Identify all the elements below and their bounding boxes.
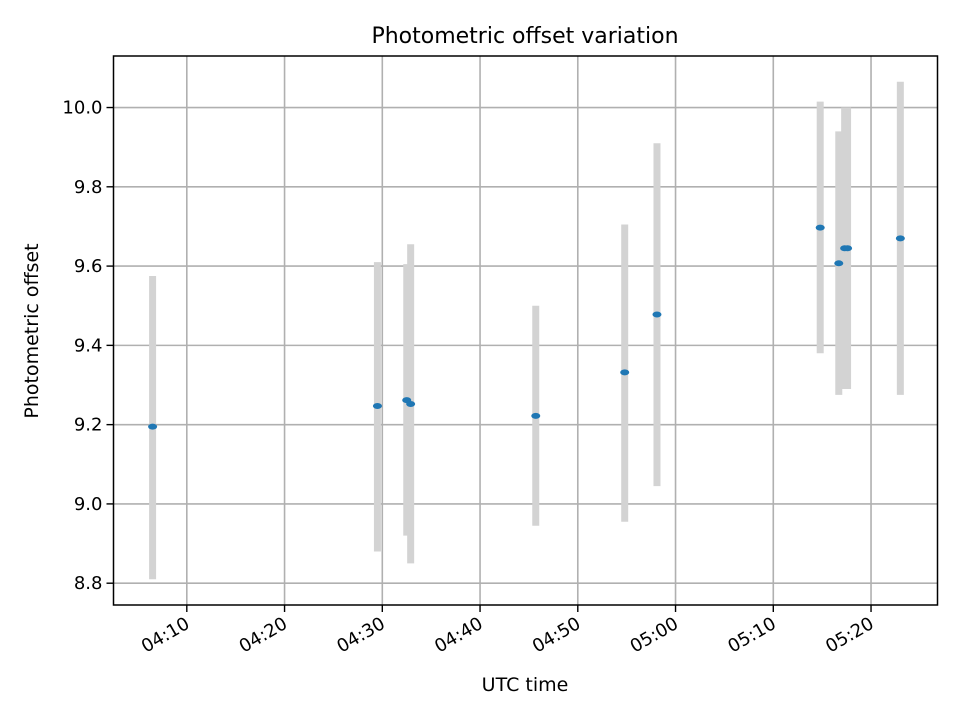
data-point [406,401,416,408]
data-point [843,245,853,252]
data-point [372,403,382,410]
x-axis-label: UTC time [482,674,569,696]
data-point [531,412,541,419]
y-axis-ticks: 8.8 9.0 9.2 9.4 9.6 9.8 10.0 [62,98,114,594]
y-tick-label: 10.0 [62,98,102,119]
y-axis-label: Photometric offset [21,243,43,418]
data-points [148,224,905,430]
plot-frame [112,55,939,606]
y-tick-label: 9.6 [74,256,103,277]
chart-title: Photometric offset variation [371,24,678,49]
y-tick-label: 9.2 [74,415,103,436]
data-point [148,423,158,430]
data-point [620,369,630,376]
data-point [815,224,825,231]
grid [113,56,938,605]
y-tick-label: 9.0 [74,494,103,515]
y-tick-label: 9.4 [74,335,103,356]
y-tick-label: 9.8 [74,177,103,198]
data-point [834,260,844,267]
data-point [895,235,905,242]
y-tick-label: 8.8 [74,573,103,594]
data-point [652,311,662,318]
